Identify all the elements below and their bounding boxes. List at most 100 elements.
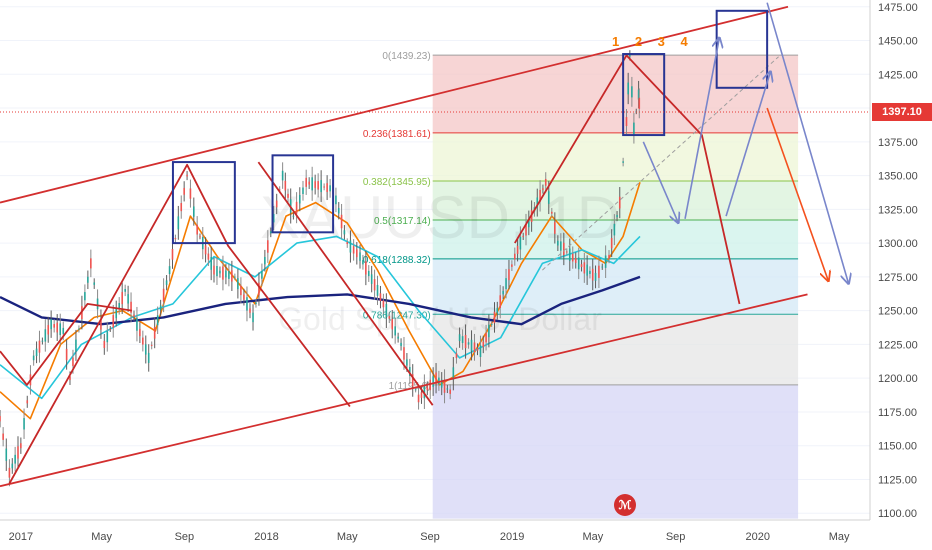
candle-body <box>633 122 635 135</box>
candle-body <box>234 276 236 278</box>
candle-body <box>550 211 553 214</box>
candle-body <box>458 334 461 342</box>
candle-body <box>627 82 629 95</box>
candle-body <box>522 235 525 237</box>
y-tick-label: 1225.00 <box>878 339 918 351</box>
candle-body <box>432 376 434 387</box>
channel-line-upper <box>0 5 789 204</box>
candle-body <box>435 372 437 384</box>
candle-body <box>356 249 358 258</box>
candle-body <box>261 270 263 279</box>
candle-body <box>308 181 310 185</box>
candle-body <box>156 315 159 326</box>
candle-body <box>560 241 562 251</box>
candle-body <box>365 261 367 275</box>
candle-body <box>292 215 295 217</box>
candle-body <box>329 185 331 192</box>
fib-zone <box>432 55 799 133</box>
candle-body <box>243 294 245 300</box>
candle-body <box>420 392 423 398</box>
candle-body <box>219 270 221 274</box>
y-tick-label: 1250.00 <box>878 306 918 318</box>
candle-body <box>464 334 467 349</box>
candle-body <box>536 197 539 208</box>
candle-body <box>608 254 610 259</box>
candle-body <box>637 89 640 100</box>
price-candles <box>0 50 641 487</box>
candle-body <box>258 282 260 296</box>
candle-body <box>228 271 230 279</box>
wave-count-labels: 1 2 3 4 <box>612 34 694 49</box>
candle-body <box>411 374 414 387</box>
candle-body <box>44 329 47 342</box>
candle-body <box>41 340 44 342</box>
candle-body <box>124 289 126 292</box>
candle-body <box>186 174 188 177</box>
candle-body <box>394 326 396 336</box>
y-tick-label: 1425.00 <box>878 69 918 81</box>
candle-body <box>65 348 68 361</box>
candle-body <box>23 418 25 430</box>
candle-body <box>142 337 144 345</box>
candle-body <box>616 215 618 218</box>
candle-body <box>136 317 138 331</box>
candle-body <box>269 231 272 234</box>
candle-body <box>367 270 370 277</box>
candle-body <box>278 189 281 191</box>
candle-body <box>443 379 446 393</box>
candle-body <box>604 255 607 268</box>
candle-body <box>96 298 99 310</box>
candle-body <box>75 339 77 352</box>
candle-body <box>47 325 50 335</box>
candle-body <box>204 245 207 255</box>
candle-body <box>397 336 399 339</box>
candle-body <box>287 193 289 198</box>
candle-body <box>35 348 38 356</box>
candle-body <box>275 200 278 208</box>
y-tick-label: 1175.00 <box>878 407 917 419</box>
candle-body <box>11 463 14 469</box>
candle-body <box>373 279 376 291</box>
candle-body <box>216 266 218 277</box>
y-tick-label: 1350.00 <box>878 171 918 183</box>
candle-body <box>231 270 233 282</box>
candle-body <box>196 224 198 235</box>
candle-body <box>577 257 580 270</box>
candle-body <box>26 400 29 404</box>
candle-body <box>177 216 180 230</box>
candle-body <box>305 177 307 187</box>
candle-body <box>87 276 89 283</box>
x-tick-label: 2017 <box>9 531 33 543</box>
candle-body <box>467 342 470 345</box>
candle-body <box>168 266 171 275</box>
forecast-arrow-blue <box>725 72 770 217</box>
zigzag-line <box>8 163 351 484</box>
candle-body <box>594 272 597 281</box>
x-axis-panel <box>0 520 932 550</box>
candle-body <box>499 295 502 308</box>
candle-body <box>343 230 346 235</box>
candle-body <box>473 342 476 353</box>
candle-body <box>452 367 455 381</box>
candle-body <box>426 386 429 391</box>
candle-body <box>207 253 210 260</box>
candle-body <box>516 245 519 254</box>
candle-body <box>382 300 385 308</box>
forecast-arrow-blue <box>684 38 719 219</box>
candle-body <box>631 86 633 98</box>
candle-body <box>485 333 487 343</box>
candle-body <box>281 170 284 181</box>
candle-body <box>557 240 559 246</box>
candle-body <box>598 265 600 278</box>
tradingview-logo-icon: ℳ <box>614 494 636 516</box>
candle-body <box>359 252 361 261</box>
candle-body <box>159 305 162 311</box>
candle-body <box>571 253 574 262</box>
candle-body <box>352 246 355 254</box>
candle-body <box>213 265 215 275</box>
fib-zone <box>432 181 799 220</box>
candle-body <box>568 248 571 261</box>
x-tick-label: May <box>337 531 358 543</box>
fib-zone <box>432 219 799 259</box>
